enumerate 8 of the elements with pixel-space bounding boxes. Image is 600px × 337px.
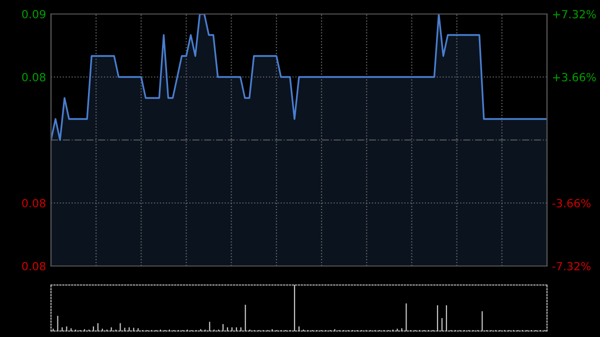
y2-tick-label: +7.32%	[553, 10, 596, 18]
y2-tick-label: -3.66%	[552, 198, 591, 208]
y-tick-label: 0.09	[22, 10, 46, 18]
y-tick-label: 0.08	[22, 72, 46, 82]
y-tick-label: 0.08	[22, 198, 46, 208]
y2-tick-label: +3.66%	[553, 72, 596, 82]
y-tick-label: 0.08	[22, 262, 46, 270]
y2-tick-label: -7.32%	[552, 262, 591, 270]
